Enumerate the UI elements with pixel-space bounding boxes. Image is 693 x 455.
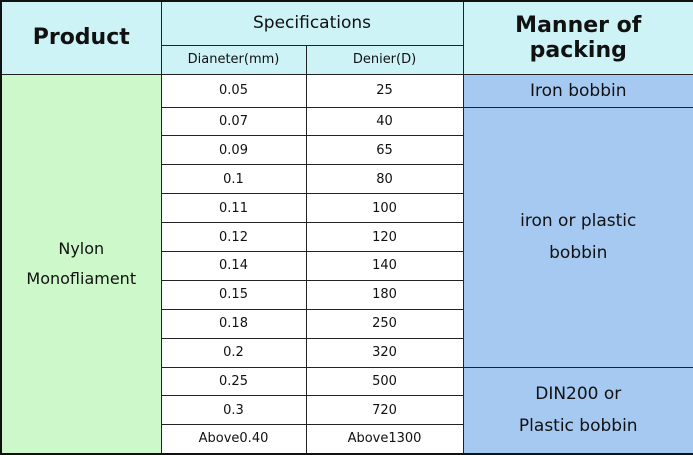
header-diameter: Dianeter(mm): [160, 44, 307, 75]
denier-cell: 100: [305, 193, 464, 224]
table-row: 0.12 120: [1, 222, 693, 252]
diameter-cell: 0.1: [160, 164, 307, 195]
denier-cell: Above1300: [305, 424, 464, 455]
table-row: 0.15 180: [1, 279, 693, 310]
table-row: 0.3 720: [1, 395, 693, 426]
table-body: Nylon Monofliament 0.05 25 Iron bobbin 0.07 4…: [0, 73, 693, 455]
header-denier: Denier(D): [305, 44, 464, 75]
denier-cell: 720: [305, 395, 464, 426]
table-row: 0.07 40 iron or plastic bobbin: [1, 106, 693, 368]
table-row: 0.25 500 DIN200 or Plastic bobbin: [1, 366, 693, 455]
denier-cell: 25: [305, 73, 464, 108]
table-row: 0.14 140: [1, 250, 693, 281]
header-specifications: Specifications: [160, 0, 464, 46]
diameter-cell: 0.12: [160, 222, 307, 252]
denier-cell: 40: [305, 106, 464, 137]
table-row: Nylon Monofliament 0.05 25 Iron bobbin: [0, 73, 693, 455]
denier-cell: 500: [305, 366, 464, 397]
diameter-cell: 0.2: [160, 337, 307, 368]
packing-cell: Iron bobbin: [462, 73, 693, 108]
denier-cell: 180: [305, 279, 464, 310]
denier-cell: 320: [305, 337, 464, 368]
denier-cell: 80: [305, 164, 464, 195]
diameter-cell: 0.14: [160, 250, 307, 281]
diameter-cell: 0.15: [160, 279, 307, 310]
diameter-cell: 0.18: [160, 308, 307, 339]
table-row: 0.11 100: [1, 193, 693, 224]
denier-cell: 120: [305, 222, 464, 252]
packing-cell: DIN200 or Plastic bobbin: [462, 366, 693, 455]
header-packing: Manner of packing: [462, 0, 693, 75]
packing-cell: iron or plastic bobbin: [462, 106, 693, 368]
table-row: 0.09 65: [1, 135, 693, 166]
diameter-cell: 0.07: [160, 106, 307, 137]
table-row: 0.1 80: [1, 164, 693, 195]
denier-cell: 65: [305, 135, 464, 166]
diameter-cell: Above0.40: [160, 424, 307, 455]
product-cell: Nylon Monofliament: [0, 73, 162, 455]
diameter-cell: 0.11: [160, 193, 307, 224]
diameter-cell: 0.05: [160, 73, 307, 108]
denier-cell: 140: [305, 250, 464, 281]
diameter-cell: 0.09: [160, 135, 307, 166]
header-product: Product: [0, 0, 162, 75]
denier-cell: 250: [305, 308, 464, 339]
diameter-cell: 0.3: [160, 395, 307, 426]
diameter-cell: 0.25: [160, 366, 307, 397]
